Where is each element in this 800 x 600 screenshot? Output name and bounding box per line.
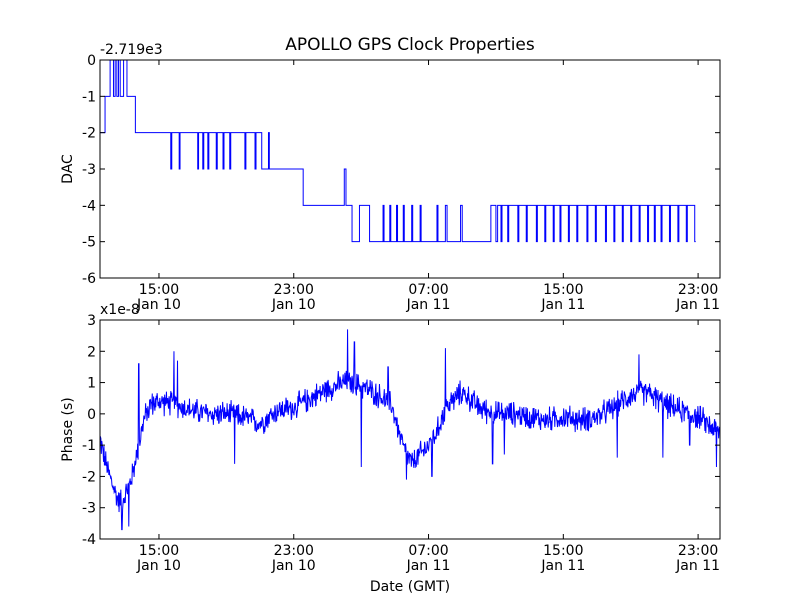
y-tick-label: 0 (87, 53, 96, 69)
x-tick-label-time: 23:00 (678, 543, 718, 559)
y-axis-label: DAC (60, 154, 76, 184)
y-tick-label: -4 (82, 532, 96, 548)
x-tick-label-time: 23:00 (678, 282, 718, 298)
x-tick-label-date: Jan 11 (540, 297, 585, 313)
x-tick-label-date: Jan 10 (136, 558, 181, 574)
x-tick-label-time: 15:00 (139, 543, 179, 559)
chart-title: APOLLO GPS Clock Properties (285, 35, 535, 55)
x-tick-label-time: 07:00 (408, 282, 448, 298)
x-tick-label-date: Jan 10 (271, 297, 316, 313)
x-tick-label-date: Jan 10 (271, 558, 316, 574)
y-tick-label: -4 (82, 198, 96, 214)
x-tick-label-time: 07:00 (408, 543, 448, 559)
x-tick-label-date: Jan 11 (406, 297, 451, 313)
x-axis-label: Date (GMT) (370, 579, 450, 595)
x-tick-label-date: Jan 11 (675, 297, 720, 313)
y-tick-label: -6 (82, 271, 96, 287)
x-tick-label-date: Jan 11 (675, 558, 720, 574)
y-tick-label: 2 (87, 344, 96, 360)
plot-frame (99, 319, 721, 540)
y-tick-label: 3 (87, 313, 96, 329)
y-tick-label: -2 (82, 126, 96, 142)
y-tick-label: 1 (87, 376, 96, 392)
x-tick-label-time: 15:00 (139, 282, 179, 298)
x-tick-label-date: Jan 11 (406, 558, 451, 574)
y-tick-label: -2 (82, 469, 96, 485)
x-tick-label-date: Jan 10 (136, 297, 181, 313)
y-tick-label: 0 (87, 407, 96, 423)
x-tick-label-time: 15:00 (543, 282, 583, 298)
axis-offset-label: -2.719e3 (100, 42, 163, 58)
dac-series-line (100, 60, 696, 243)
y-tick-label: -3 (82, 501, 96, 517)
plot-frame (99, 59, 721, 279)
x-tick-label-time: 15:00 (543, 543, 583, 559)
x-tick-label-time: 23:00 (274, 543, 314, 559)
y-tick-label: -3 (82, 162, 96, 178)
y-tick-label: -5 (82, 235, 96, 251)
x-tick-label-time: 23:00 (274, 282, 314, 298)
y-axis-label: Phase (s) (60, 397, 76, 461)
y-tick-label: -1 (82, 438, 96, 454)
x-tick-label-date: Jan 11 (540, 558, 585, 574)
y-tick-label: -1 (82, 89, 96, 105)
axis-offset-label: x1e-8 (100, 302, 140, 318)
phase-series-line (100, 329, 720, 531)
